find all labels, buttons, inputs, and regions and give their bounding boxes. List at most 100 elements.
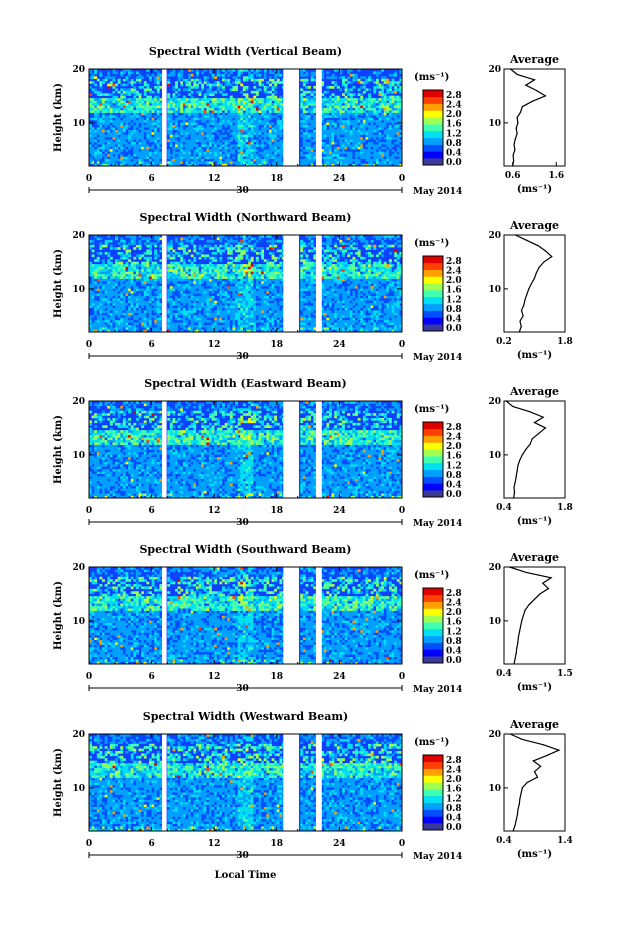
heatmap-cell <box>94 88 98 92</box>
heatmap-cell <box>167 81 171 84</box>
heatmap-cell <box>102 324 105 328</box>
heatmap-cell <box>130 264 134 267</box>
heatmap-cell <box>151 107 155 111</box>
heatmap-cell <box>211 129 215 133</box>
heatmap-cell <box>128 268 132 272</box>
heatmap-cell <box>396 115 400 118</box>
heatmap-cell <box>258 102 262 106</box>
heatmap-cell <box>154 124 158 128</box>
heatmap-cell <box>334 83 338 87</box>
heatmap-cell <box>305 144 309 147</box>
heatmap-cell <box>182 307 186 311</box>
heatmap-cell <box>195 324 199 328</box>
heatmap-cell <box>177 163 181 167</box>
heatmap-cell <box>347 129 351 133</box>
heatmap-cell <box>195 78 199 82</box>
heatmap-cell <box>245 122 249 126</box>
heatmap-cell <box>125 312 129 316</box>
heatmap-cell <box>122 256 126 260</box>
heatmap-cell <box>198 117 202 121</box>
heatmap-cell <box>331 149 335 152</box>
heatmap-cell <box>167 256 171 260</box>
heatmap-cell <box>237 71 241 75</box>
heatmap-cell <box>253 115 257 118</box>
heatmap-cell <box>381 107 385 111</box>
heatmap-cell <box>276 153 280 157</box>
heatmap-cell <box>99 251 103 255</box>
heatmap-cell <box>365 132 369 135</box>
heatmap-cell <box>104 144 108 147</box>
heatmap-cell <box>383 76 387 79</box>
heatmap-cell <box>115 102 118 106</box>
heatmap-cell <box>89 132 92 135</box>
heatmap-cell <box>355 151 358 155</box>
heatmap-cell <box>355 110 358 113</box>
heatmap-cell <box>396 134 400 138</box>
heatmap-cell <box>219 90 223 94</box>
heatmap-cell <box>188 264 192 267</box>
average-y-tick-label: 20 <box>488 65 501 75</box>
heatmap-cell <box>117 317 121 321</box>
heatmap-cell <box>135 300 139 304</box>
heatmap-cell <box>321 122 325 126</box>
heatmap-cell <box>112 329 116 333</box>
heatmap-cell <box>331 110 335 113</box>
heatmap-cell <box>96 305 100 309</box>
heatmap-cell <box>156 73 160 77</box>
heatmap-cell <box>263 129 267 133</box>
heatmap-cell <box>167 127 171 130</box>
heatmap-cell <box>120 285 124 289</box>
heatmap-cell <box>99 124 103 128</box>
heatmap-cell <box>328 107 332 111</box>
heatmap-cell <box>266 136 270 140</box>
heatmap-cell <box>253 134 257 138</box>
heatmap-cell <box>229 163 233 167</box>
heatmap-cell <box>151 329 155 333</box>
heatmap-cell <box>229 71 233 75</box>
heatmap-cell <box>360 112 364 116</box>
heatmap-cell <box>344 107 348 111</box>
heatmap-cell <box>99 283 103 287</box>
heatmap-cell <box>185 161 189 164</box>
heatmap-cell <box>383 81 387 84</box>
heatmap-cell <box>248 141 252 145</box>
heatmap-cell <box>268 161 272 164</box>
heatmap-cell <box>156 117 160 121</box>
heatmap-cell <box>206 156 210 160</box>
heatmap-cell <box>133 305 137 309</box>
heatmap-cell <box>349 88 353 92</box>
heatmap-cell <box>182 290 186 294</box>
heatmap-cell <box>143 129 147 133</box>
heatmap-cell <box>313 161 317 164</box>
heatmap-cell <box>154 81 158 84</box>
heatmap-cell <box>339 153 343 157</box>
heatmap-cell <box>193 149 197 152</box>
heatmap-cell <box>242 136 246 140</box>
heatmap-cell <box>193 259 197 262</box>
heatmap-cell <box>107 322 111 326</box>
heatmap-cell <box>386 134 390 138</box>
heatmap-cell <box>154 300 158 304</box>
heatmap-cell <box>193 264 197 267</box>
heatmap-cell <box>266 151 270 155</box>
heatmap-cell <box>99 264 103 267</box>
heatmap-cell <box>334 100 338 104</box>
heatmap-cell <box>308 132 312 135</box>
heatmap-cell <box>156 271 160 275</box>
heatmap-cell <box>172 249 176 253</box>
heatmap-cell <box>141 107 145 111</box>
heatmap-cell <box>373 107 377 111</box>
heatmap-cell <box>89 124 92 128</box>
heatmap-cell <box>125 249 129 253</box>
heatmap-cell <box>172 307 176 311</box>
heatmap-cell <box>109 71 113 75</box>
heatmap-cell <box>334 129 338 133</box>
heatmap-cell <box>141 124 145 128</box>
heatmap-cell <box>300 139 304 143</box>
heatmap-cell <box>227 129 231 133</box>
heatmap-cell <box>107 307 111 311</box>
heatmap-cell <box>107 156 111 160</box>
heatmap-cell <box>146 288 150 292</box>
heatmap-cell <box>383 149 387 152</box>
heatmap-cell <box>310 112 314 116</box>
